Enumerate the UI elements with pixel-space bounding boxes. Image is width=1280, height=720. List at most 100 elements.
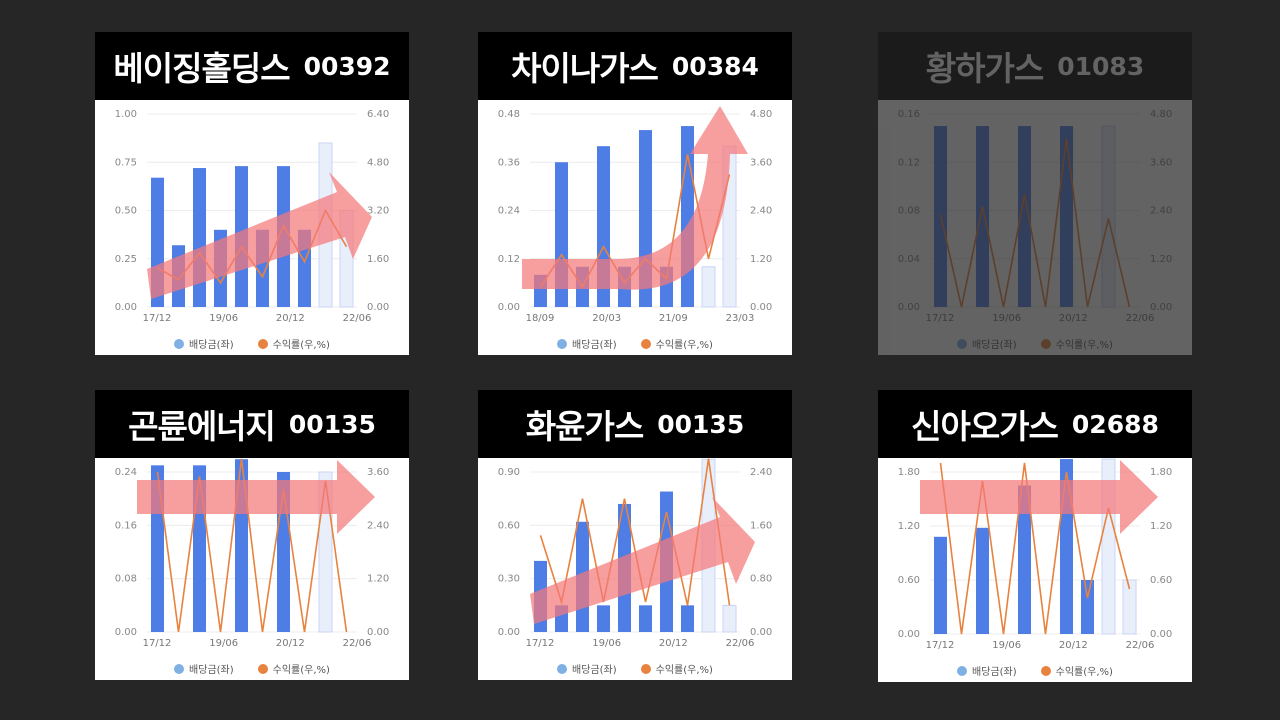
left-tick-label: 0.00 bbox=[898, 302, 920, 313]
x-tick-label: 19/06 bbox=[992, 640, 1021, 651]
left-tick-label: 0.16 bbox=[115, 520, 137, 531]
yield-line bbox=[156, 458, 348, 633]
dividend-bar bbox=[1101, 125, 1116, 308]
legend-line-dot bbox=[640, 338, 651, 349]
company-name: 베이징홀딩스 bbox=[113, 49, 290, 88]
dividend-bar bbox=[975, 527, 990, 634]
card-title: 차이나가스 00384 bbox=[478, 32, 792, 100]
left-tick-label: 0.04 bbox=[898, 254, 920, 265]
left-tick-label: 0.24 bbox=[115, 467, 137, 478]
legend-line-label: 수익률(우,%) bbox=[272, 665, 330, 676]
right-tick-label: 0.80 bbox=[750, 574, 772, 585]
stock-card[interactable]: 차이나가스 00384 0.48 4.80 0.36 3.60 0.24 2.40 0.12… bbox=[478, 32, 792, 355]
x-tick-label: 19/06 bbox=[592, 638, 621, 649]
left-tick-label: 1.80 bbox=[898, 467, 920, 478]
left-tick-label: 0.12 bbox=[498, 254, 520, 265]
right-tick-label: 6.40 bbox=[367, 109, 389, 120]
yield-line bbox=[939, 138, 1131, 308]
x-tick-label: 20/12 bbox=[276, 638, 305, 649]
dividend-bar bbox=[1080, 580, 1095, 634]
dividend-bar bbox=[680, 605, 695, 632]
legend-bar: 배당금(좌) bbox=[557, 336, 617, 351]
chart-legend: 배당금(좌) 수익률(우,%) bbox=[478, 336, 792, 351]
x-tick-label: 17/12 bbox=[143, 638, 172, 649]
x-tick-label: 17/12 bbox=[926, 313, 955, 324]
left-tick-label: 0.00 bbox=[115, 302, 137, 313]
stock-code: 00135 bbox=[657, 409, 745, 439]
chart-svg: 1.00 6.40 0.75 4.80 0.50 3.20 0.25 1.60 0.00 0.00… bbox=[115, 109, 390, 324]
stock-code: 00384 bbox=[671, 51, 759, 81]
left-tick-label: 1.00 bbox=[115, 109, 137, 120]
right-tick-label: 0.00 bbox=[367, 302, 389, 313]
right-tick-label: 1.20 bbox=[367, 574, 389, 585]
x-tick-label: 20/12 bbox=[1059, 640, 1088, 651]
stock-code: 00392 bbox=[303, 51, 391, 81]
chart-legend: 배당금(좌) 수익률(우,%) bbox=[95, 336, 409, 351]
legend-line-dot bbox=[257, 663, 268, 674]
legend-line-dot bbox=[1040, 665, 1051, 676]
legend-bar-dot bbox=[557, 663, 568, 674]
dividend-bar bbox=[975, 126, 990, 307]
stock-card[interactable]: 황하가스 01083 0.16 4.80 0.12 3.60 0.08 2.40 0.04 1… bbox=[878, 32, 1192, 355]
left-tick-label: 0.90 bbox=[498, 467, 520, 478]
right-tick-label: 1.80 bbox=[1150, 467, 1172, 478]
chart: 1.80 1.80 1.20 1.20 0.60 0.60 0.00 0.00 17/12 19/… bbox=[878, 458, 1192, 682]
legend-line-label: 수익률(우,%) bbox=[655, 665, 713, 676]
chart-legend: 배당금(좌) 수익률(우,%) bbox=[878, 336, 1192, 351]
right-tick-label: 3.60 bbox=[1150, 157, 1172, 168]
right-tick-label: 2.40 bbox=[750, 467, 772, 478]
trend-arrow bbox=[920, 460, 1158, 534]
right-tick-label: 0.00 bbox=[750, 627, 772, 638]
left-tick-label: 0.00 bbox=[898, 629, 920, 640]
stock-card[interactable]: 화윤가스 00135 0.90 2.40 0.60 1.60 0.30 0.80 0.00 0… bbox=[478, 390, 792, 680]
stock-card[interactable]: 곤륜에너지 00135 0.24 3.60 0.16 2.40 0.08 1.20 0.00… bbox=[95, 390, 409, 680]
company-name: 화윤가스 bbox=[525, 407, 644, 446]
trend-arrow bbox=[522, 106, 748, 290]
dividend-bar bbox=[701, 266, 716, 308]
legend-line-dot bbox=[640, 663, 651, 674]
legend-bar-dot bbox=[957, 338, 968, 349]
x-tick-label: 23/03 bbox=[726, 313, 755, 324]
chart: 0.24 3.60 0.16 2.40 0.08 1.20 0.00 0.00 17/12 19/… bbox=[95, 458, 409, 680]
right-tick-label: 2.40 bbox=[367, 520, 389, 531]
left-tick-label: 0.30 bbox=[498, 574, 520, 585]
right-tick-label: 0.00 bbox=[1150, 629, 1172, 640]
legend-line-dot bbox=[257, 338, 268, 349]
legend-bar: 배당금(좌) bbox=[957, 663, 1017, 678]
trend-arrow bbox=[147, 172, 372, 299]
x-tick-label: 21/09 bbox=[659, 313, 688, 324]
chart-legend: 배당금(좌) 수익률(우,%) bbox=[95, 661, 409, 676]
chart: 0.48 4.80 0.36 3.60 0.24 2.40 0.12 1.20 0.00 0.00… bbox=[478, 100, 792, 355]
chart: 0.16 4.80 0.12 3.60 0.08 2.40 0.04 1.20 0.00 0.00… bbox=[878, 100, 1192, 355]
stock-card[interactable]: 베이징홀딩스 00392 1.00 6.40 0.75 4.80 0.50 3.20 0.2… bbox=[95, 32, 409, 355]
stock-card[interactable]: 신아오가스 02688 1.80 1.80 1.20 1.20 0.60 0.60 0.00… bbox=[878, 390, 1192, 682]
left-tick-label: 1.20 bbox=[898, 521, 920, 532]
x-tick-label: 20/12 bbox=[276, 313, 305, 324]
x-tick-label: 20/03 bbox=[592, 313, 621, 324]
legend-line: 수익률(우,%) bbox=[257, 661, 330, 676]
left-tick-label: 0.12 bbox=[898, 157, 920, 168]
legend-line-label: 수익률(우,%) bbox=[1055, 667, 1113, 678]
legend-line: 수익률(우,%) bbox=[640, 661, 713, 676]
stock-code: 01083 bbox=[1057, 51, 1145, 81]
dividend-bar bbox=[933, 126, 948, 307]
company-name: 곤륜에너지 bbox=[128, 407, 276, 446]
legend-bar: 배당금(좌) bbox=[557, 661, 617, 676]
legend-bar-dot bbox=[174, 338, 185, 349]
right-tick-label: 1.60 bbox=[750, 520, 772, 531]
legend-bar-dot bbox=[174, 663, 185, 674]
x-tick-label: 17/12 bbox=[526, 638, 555, 649]
dividend-bar bbox=[1017, 485, 1032, 634]
company-name: 신아오가스 bbox=[911, 407, 1059, 446]
right-tick-label: 4.80 bbox=[367, 157, 389, 168]
right-tick-label: 1.20 bbox=[750, 254, 772, 265]
dividend-bar bbox=[933, 536, 948, 634]
legend-bar-label: 배당금(좌) bbox=[972, 667, 1017, 678]
legend-bar: 배당금(좌) bbox=[174, 336, 234, 351]
legend-bar-label: 배당금(좌) bbox=[189, 665, 234, 676]
stock-code: 00135 bbox=[288, 409, 376, 439]
legend-line: 수익률(우,%) bbox=[257, 336, 330, 351]
legend-line-label: 수익률(우,%) bbox=[655, 340, 713, 351]
left-tick-label: 0.00 bbox=[498, 302, 520, 313]
trend-arrow bbox=[530, 497, 755, 624]
